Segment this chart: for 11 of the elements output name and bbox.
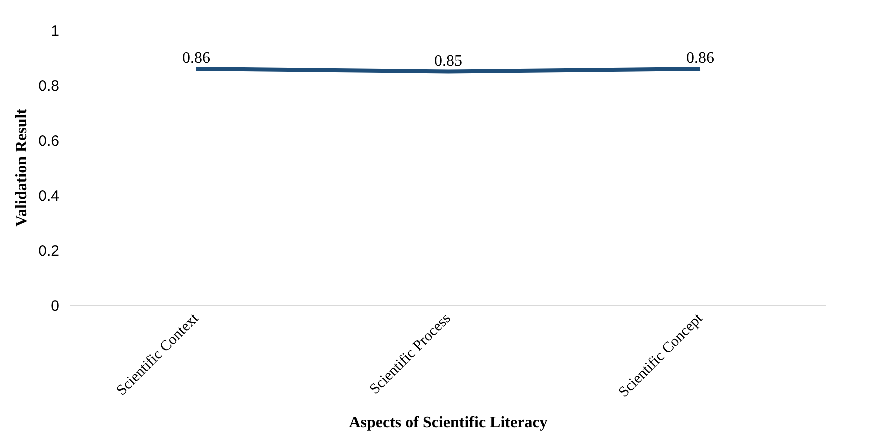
- data-label: 0.86: [686, 50, 714, 67]
- data-label: 0.85: [434, 52, 462, 70]
- data-label: 0.86: [182, 50, 210, 67]
- y-axis-title: Validation Result: [14, 108, 31, 228]
- y-tick-label: 0.8: [38, 78, 60, 95]
- x-axis-title: Aspects of Scientific Literacy: [349, 414, 548, 432]
- y-tick-label: 0: [51, 298, 60, 315]
- y-tick-label: 1: [51, 23, 60, 40]
- y-tick-label: 0.2: [38, 243, 60, 260]
- y-tick-label: 0.4: [38, 188, 60, 205]
- y-tick-label: 0.6: [38, 133, 60, 150]
